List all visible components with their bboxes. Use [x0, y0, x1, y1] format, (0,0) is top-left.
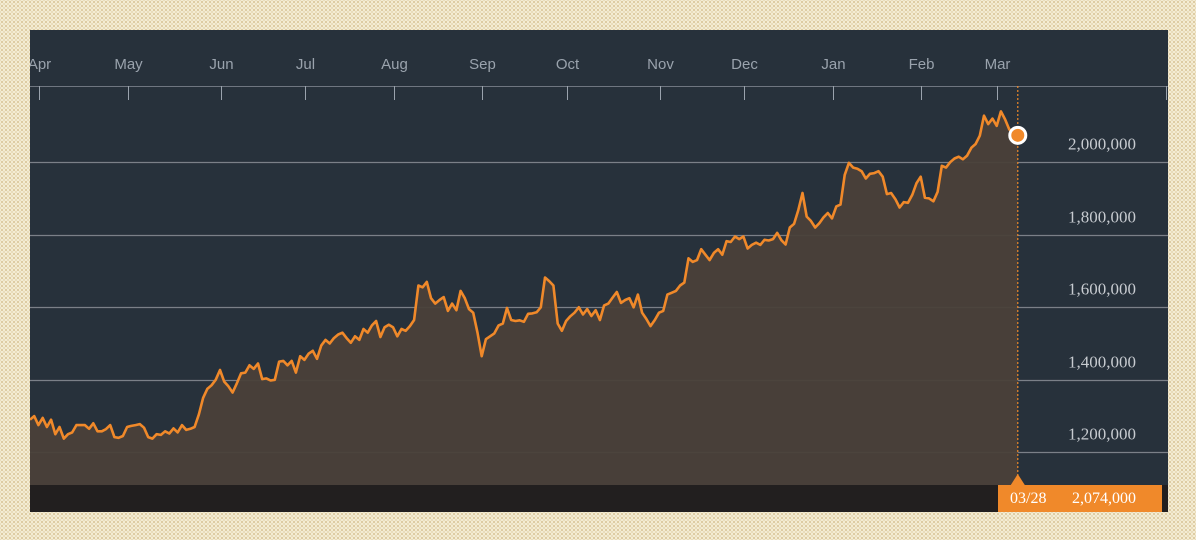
- crosshair-readout: 03/28 2,074,000: [998, 485, 1162, 512]
- month-label: Sep: [469, 56, 496, 73]
- month-label: May: [114, 56, 143, 73]
- y-tick-label: 1,400,000: [1068, 353, 1136, 372]
- last-value-marker[interactable]: [1008, 125, 1028, 145]
- readout-pointer: [1010, 474, 1025, 485]
- month-label: Jun: [209, 56, 233, 73]
- series-area: [30, 111, 1018, 486]
- price-chart[interactable]: Apr May Jun Jul Aug Sep Oct Nov Dec Jan Feb Mar 1,20…: [30, 30, 1168, 512]
- month-label: Apr: [30, 56, 51, 73]
- y-tick-label: 1,600,000: [1068, 280, 1136, 299]
- month-label: Nov: [647, 56, 674, 73]
- readout-date: 03/28: [1010, 489, 1047, 507]
- chart-footer-bar: [30, 485, 1168, 512]
- month-label: Jul: [296, 56, 315, 73]
- month-label: Oct: [556, 56, 580, 73]
- month-label: Dec: [731, 56, 758, 73]
- month-label: Jan: [821, 56, 845, 73]
- chart-panel: Apr May Jun Jul Aug Sep Oct Nov Dec Jan Feb Mar 1,20…: [30, 30, 1168, 512]
- series-line: [30, 110, 1019, 440]
- month-label: Aug: [381, 56, 408, 73]
- month-label: Feb: [909, 56, 935, 73]
- readout-value: 2,074,000: [1072, 489, 1136, 507]
- y-tick-label: 1,800,000: [1068, 208, 1136, 227]
- month-label: Mar: [985, 56, 1011, 73]
- y-tick-label: 1,200,000: [1068, 425, 1136, 444]
- y-tick-label: 2,000,000: [1068, 135, 1136, 154]
